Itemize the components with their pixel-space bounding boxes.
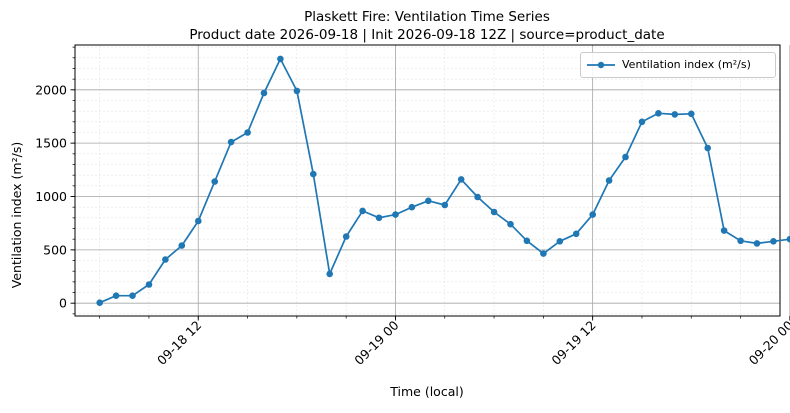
data-point	[129, 292, 136, 300]
data-point	[211, 178, 218, 185]
data-point	[720, 227, 728, 234]
chart-subtitle: Product date 2026-09-18 | Init 2026-09-1…	[189, 27, 664, 43]
data-point	[260, 89, 268, 97]
data-point	[112, 292, 120, 300]
data-point	[556, 238, 564, 245]
data-point	[589, 211, 596, 218]
y-tick-label: 0	[59, 296, 67, 311]
series-layer	[96, 55, 790, 307]
data-point	[490, 208, 498, 216]
data-point	[195, 217, 202, 225]
y-axis-label: Ventilation index (m²/s)	[9, 142, 24, 288]
data-point	[342, 233, 350, 240]
plot-frame	[74, 44, 781, 317]
y-tick-label: 1500	[35, 136, 67, 151]
data-point	[375, 214, 383, 222]
legend-swatch	[587, 61, 615, 69]
data-point	[671, 111, 679, 118]
data-point	[786, 235, 790, 243]
data-point	[326, 270, 334, 278]
x-tick-label: 09-18 12	[154, 318, 204, 368]
data-point	[293, 87, 301, 95]
data-point	[178, 242, 186, 249]
data-point	[392, 211, 399, 218]
data-point	[572, 230, 580, 238]
data-point	[277, 55, 284, 63]
x-tick-label: 09-19 12	[548, 318, 598, 368]
data-point	[704, 144, 711, 152]
data-point	[457, 176, 465, 183]
data-point	[359, 207, 366, 215]
y-tick-label: 1000	[35, 189, 67, 204]
data-point	[753, 240, 761, 247]
legend-label: Ventilation index (m²/s)	[622, 58, 751, 71]
data-point	[474, 193, 481, 201]
data-point	[605, 177, 613, 184]
data-point	[507, 220, 514, 228]
data-point	[737, 237, 744, 245]
x-tick-label: 09-20 00	[746, 317, 790, 367]
x-axis-label: Time (local)	[389, 384, 463, 399]
data-point	[441, 201, 449, 209]
data-point	[523, 237, 531, 245]
y-tick-label: 500	[43, 242, 67, 257]
x-tick-label: 09-19 00	[351, 317, 401, 367]
chart-title: Plaskett Fire: Ventilation Time Series	[304, 9, 550, 25]
data-point	[145, 281, 153, 288]
grid	[75, 45, 790, 316]
data-point	[408, 203, 416, 211]
data-point	[162, 256, 169, 263]
data-point	[655, 110, 662, 117]
legend: Ventilation index (m²/s)	[580, 52, 776, 78]
data-point	[688, 110, 695, 118]
data-point	[638, 118, 646, 126]
data-point	[770, 238, 777, 245]
data-point	[244, 129, 251, 136]
data-point	[425, 197, 432, 205]
data-point	[540, 250, 547, 257]
data-point	[96, 299, 103, 307]
data-point	[622, 153, 629, 161]
data-point	[310, 170, 317, 178]
y-tick-label: 2000	[35, 82, 67, 97]
data-point	[227, 138, 235, 146]
